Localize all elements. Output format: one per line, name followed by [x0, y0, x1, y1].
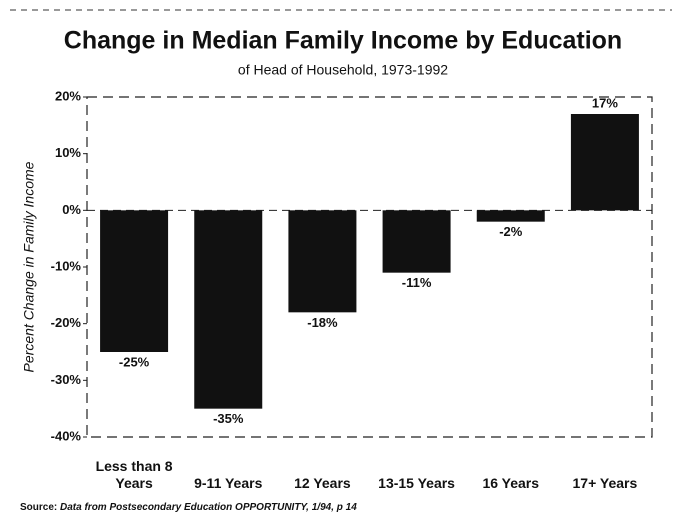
y-tick-label: 0%	[62, 202, 81, 217]
value-label: 17%	[592, 95, 618, 110]
chart-subtitle: of Head of Household, 1973-1992	[238, 62, 448, 78]
y-axis-label: Percent Change in Family Income	[21, 161, 37, 372]
y-tick-label: 10%	[55, 145, 81, 160]
y-tick-label: 20%	[55, 88, 81, 103]
y-tick-label: -30%	[51, 372, 82, 387]
source-text: Data from Postsecondary Education OPPORT…	[60, 502, 357, 513]
value-label: -35%	[213, 411, 244, 426]
x-tick-label: 17+ Years	[572, 475, 638, 491]
x-tick-label: 12 Years	[294, 475, 351, 491]
bar	[288, 210, 357, 313]
value-label: -11%	[402, 275, 432, 290]
bar	[382, 210, 451, 273]
y-tick-label: -10%	[51, 258, 82, 273]
x-tick: 16 Years	[466, 440, 556, 492]
x-tick-label: Less than 8 Years	[95, 458, 173, 491]
source-label: Source:	[20, 502, 58, 513]
x-tick-label: 16 Years	[482, 475, 540, 491]
x-tick: 17+ Years	[560, 440, 650, 492]
x-tick-label: 9-11 Years	[194, 475, 263, 491]
x-tick: Less than 8 Years	[89, 440, 179, 492]
value-label: -2%	[499, 224, 523, 239]
y-tick-label: -20%	[51, 315, 82, 330]
x-tick: 12 Years	[277, 440, 367, 492]
bar	[476, 210, 545, 222]
x-tick: 9-11 Years	[183, 440, 273, 492]
chart-title: Change in Median Family Income by Educat…	[64, 27, 622, 55]
bar	[194, 210, 263, 409]
value-label: -18%	[307, 315, 338, 330]
x-tick-label: 13-15 Years	[378, 475, 455, 491]
bar	[100, 210, 169, 352]
y-tick-label: -40%	[51, 428, 82, 443]
bar	[570, 114, 639, 211]
source: Source: Data from Postsecondary Educatio…	[20, 502, 357, 513]
value-label: -25%	[119, 354, 150, 369]
x-tick: 13-15 Years	[372, 440, 462, 492]
plot-frame	[86, 96, 653, 438]
